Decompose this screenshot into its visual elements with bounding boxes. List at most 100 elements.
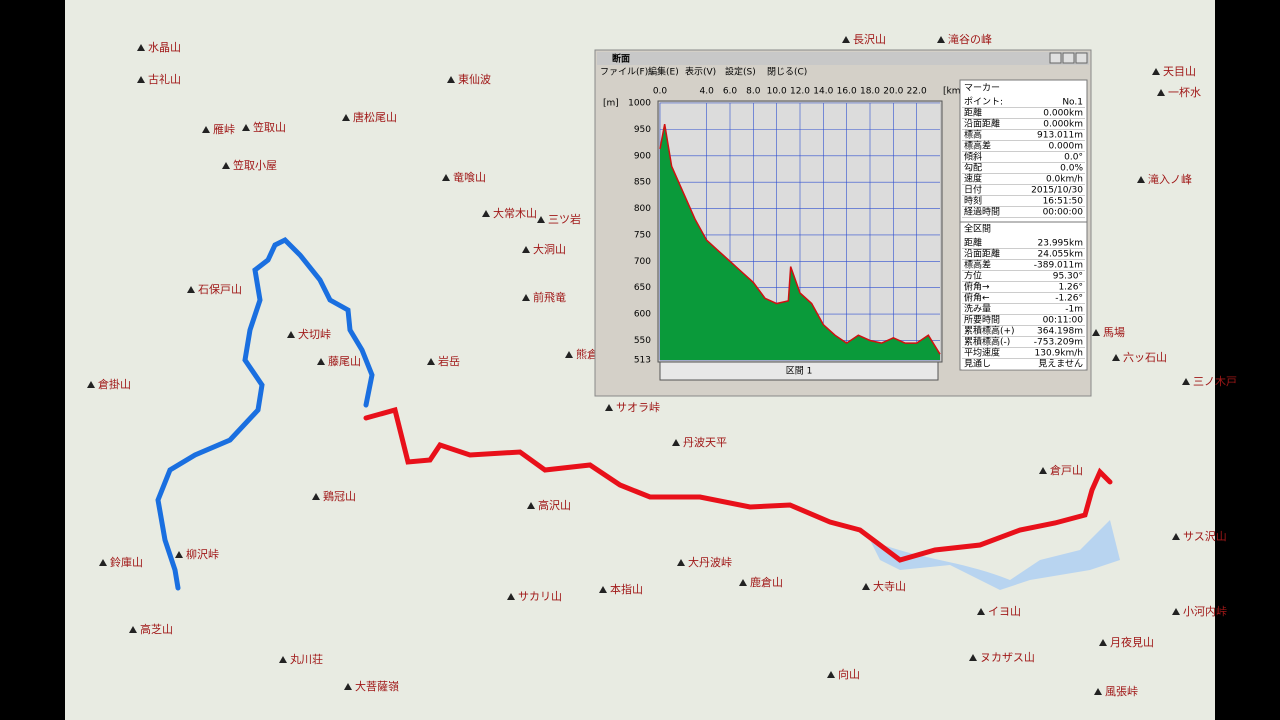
place-label: 倉戸山 xyxy=(1050,463,1083,477)
peak-icon xyxy=(1039,467,1047,474)
row-label: 速度 xyxy=(964,173,982,185)
peak-icon xyxy=(1157,89,1165,96)
row-label: 累積標高(+) xyxy=(964,325,1015,337)
place-label: 大菩薩嶺 xyxy=(355,679,399,693)
row-value: 1.26° xyxy=(1058,283,1083,293)
peak-icon xyxy=(1112,354,1120,361)
x-tick-label: 20.0 xyxy=(883,87,903,97)
place-label: 馬場 xyxy=(1103,326,1125,339)
place-label: 高沢山 xyxy=(538,498,571,512)
menu-item[interactable]: 閉じる(C) xyxy=(767,67,807,78)
row-value: -753.209m xyxy=(1034,338,1083,348)
place-label: 向山 xyxy=(838,667,860,681)
peak-icon xyxy=(1099,639,1107,646)
row-label: 洗み量 xyxy=(964,303,991,315)
menu-item[interactable]: 表示(V) xyxy=(685,66,716,78)
y-tick-label: 550 xyxy=(634,336,651,346)
peak-icon xyxy=(1137,176,1145,183)
peak-icon xyxy=(99,559,107,566)
total-header: 全区間 xyxy=(964,223,991,235)
row-value: 16:51:50 xyxy=(1043,197,1084,207)
place-label: 雁峠 xyxy=(213,122,235,136)
minimize[interactable] xyxy=(1049,52,1062,64)
x-tick-label: 14.0 xyxy=(813,87,833,97)
row-value: 2015/10/30 xyxy=(1031,186,1083,196)
peak-icon xyxy=(522,246,530,253)
menu-item[interactable]: ファイル(F) xyxy=(600,68,648,78)
y-tick-label: 750 xyxy=(634,230,651,240)
x-unit: [km] xyxy=(943,87,964,97)
row-value: 364.198m xyxy=(1037,327,1083,337)
peak-icon xyxy=(447,76,455,83)
peak-icon xyxy=(565,351,573,358)
row-value: 00:11:00 xyxy=(1043,316,1084,326)
row-value: 913.011m xyxy=(1037,131,1083,141)
x-tick-label: 4.0 xyxy=(700,87,715,97)
y-unit: [m] xyxy=(603,99,619,109)
menu-item[interactable]: 設定(S) xyxy=(725,66,756,78)
place-label: 笠取小屋 xyxy=(233,158,277,172)
row-value: 0.000m xyxy=(1048,142,1083,152)
place-label: 岩岳 xyxy=(438,354,460,368)
place-label: 月夜見山 xyxy=(1110,635,1154,649)
place-label: 天目山 xyxy=(1163,65,1196,78)
place-label: 一杯水 xyxy=(1168,85,1201,99)
place-label: サス沢山 xyxy=(1183,529,1227,543)
place-label: 東仙波 xyxy=(458,73,491,86)
row-label: 勾配 xyxy=(964,162,982,174)
place-label: 六ッ石山 xyxy=(1123,351,1167,364)
row-value: 0.0% xyxy=(1060,164,1083,174)
row-label: 見通し xyxy=(964,359,991,370)
peak-icon xyxy=(427,358,435,365)
row-value: 23.995km xyxy=(1038,239,1083,249)
place-label: 石保戸山 xyxy=(198,282,242,296)
section-label: 区間 1 xyxy=(786,366,813,377)
place-label: 大常木山 xyxy=(493,206,537,220)
row-value: 0.0km/h xyxy=(1046,175,1083,185)
peak-icon xyxy=(739,579,747,586)
place-label: 大丹波峠 xyxy=(688,555,732,569)
peak-icon xyxy=(222,162,230,169)
peak-icon xyxy=(482,210,490,217)
y-tick-label: 600 xyxy=(634,310,651,320)
x-tick-label: 8.0 xyxy=(746,87,761,97)
peak-icon xyxy=(827,671,835,678)
section-button[interactable] xyxy=(659,361,939,381)
row-value: 0.000km xyxy=(1043,109,1083,119)
y-tick-label: 800 xyxy=(634,204,651,214)
row-value: 0.0° xyxy=(1064,153,1083,163)
peak-icon xyxy=(842,36,850,43)
place-label: 三ツ岩 xyxy=(548,212,581,226)
peak-icon xyxy=(1182,378,1190,385)
place-label: 長沢山 xyxy=(853,32,886,46)
close[interactable] xyxy=(1075,52,1088,64)
peak-icon xyxy=(137,76,145,83)
row-label: 方位 xyxy=(964,270,982,282)
row-label: 標高差 xyxy=(964,140,991,152)
peak-icon xyxy=(862,583,870,590)
peak-icon xyxy=(1172,608,1180,615)
peak-icon xyxy=(279,656,287,663)
blue-route xyxy=(155,236,375,591)
peak-icon xyxy=(527,502,535,509)
peak-icon xyxy=(677,559,685,566)
place-label: 三ノ木戸 xyxy=(1193,375,1237,388)
place-label: 鶏冠山 xyxy=(323,489,356,503)
row-value: -1.26° xyxy=(1055,294,1083,304)
row-value: No.1 xyxy=(1062,98,1083,108)
place-label: 水晶山 xyxy=(148,41,181,54)
place-label: イヨ山 xyxy=(988,605,1021,618)
maximize[interactable] xyxy=(1062,52,1075,64)
row-value: -389.011m xyxy=(1034,261,1083,271)
peak-icon xyxy=(1094,688,1102,695)
menu-item[interactable]: 編集(E) xyxy=(648,66,679,78)
row-value: 130.9km/h xyxy=(1035,349,1083,359)
y-tick-label: 850 xyxy=(634,178,651,188)
peak-icon xyxy=(977,608,985,615)
peak-icon xyxy=(317,358,325,365)
place-label: 小河内峠 xyxy=(1183,604,1227,618)
y-tick-label: 950 xyxy=(634,125,651,135)
peak-icon xyxy=(1152,68,1160,75)
